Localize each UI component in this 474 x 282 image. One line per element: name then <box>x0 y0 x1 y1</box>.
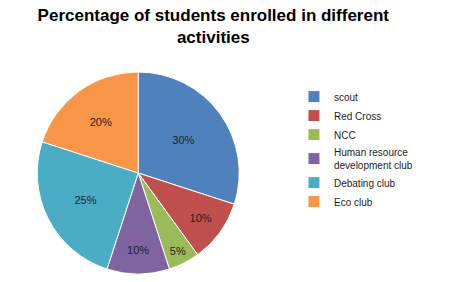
svg-text:25%: 25% <box>74 194 96 206</box>
svg-text:Red Cross: Red Cross <box>334 111 381 122</box>
svg-text:20%: 20% <box>90 116 112 128</box>
svg-text:Human resourcedevelopment club: Human resourcedevelopment club <box>334 147 413 171</box>
svg-text:Percentage of students enrolle: Percentage of students enrolled in diffe… <box>38 6 390 47</box>
svg-text:30%: 30% <box>172 134 194 146</box>
svg-text:5%: 5% <box>170 245 186 257</box>
svg-text:scout: scout <box>334 92 358 103</box>
svg-text:NCC: NCC <box>334 130 356 141</box>
svg-text:10%: 10% <box>190 212 212 224</box>
svg-text:Debating club: Debating club <box>334 178 396 189</box>
svg-text:Eco club: Eco club <box>334 197 373 208</box>
svg-text:10%: 10% <box>127 244 149 256</box>
